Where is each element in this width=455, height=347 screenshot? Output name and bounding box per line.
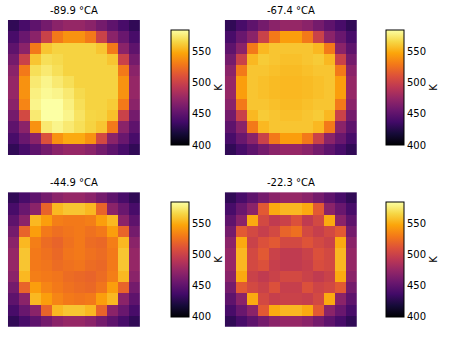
- svg-text:500: 500: [192, 77, 211, 88]
- svg-text:K: K: [428, 256, 439, 263]
- svg-text:500: 500: [407, 77, 426, 88]
- svg-text:550: 550: [407, 46, 426, 57]
- svg-text:400: 400: [407, 140, 426, 151]
- svg-text:K: K: [213, 84, 224, 91]
- svg-text:550: 550: [192, 218, 211, 229]
- svg-text:400: 400: [192, 140, 211, 151]
- svg-text:450: 450: [407, 108, 426, 119]
- svg-text:550: 550: [407, 218, 426, 229]
- svg-text:400: 400: [192, 311, 211, 322]
- svg-text:-22.3 °CA: -22.3 °CA: [267, 177, 315, 188]
- svg-text:500: 500: [407, 249, 426, 260]
- svg-text:-44.9 °CA: -44.9 °CA: [50, 177, 98, 188]
- svg-text:K: K: [428, 84, 439, 91]
- svg-text:400: 400: [407, 311, 426, 322]
- svg-text:450: 450: [407, 280, 426, 291]
- svg-text:450: 450: [192, 108, 211, 119]
- svg-text:-89.9 °CA: -89.9 °CA: [50, 5, 98, 16]
- svg-text:-67.4 °CA: -67.4 °CA: [267, 5, 315, 16]
- svg-text:450: 450: [192, 280, 211, 291]
- svg-text:K: K: [213, 256, 224, 263]
- svg-text:500: 500: [192, 249, 211, 260]
- svg-text:550: 550: [192, 46, 211, 57]
